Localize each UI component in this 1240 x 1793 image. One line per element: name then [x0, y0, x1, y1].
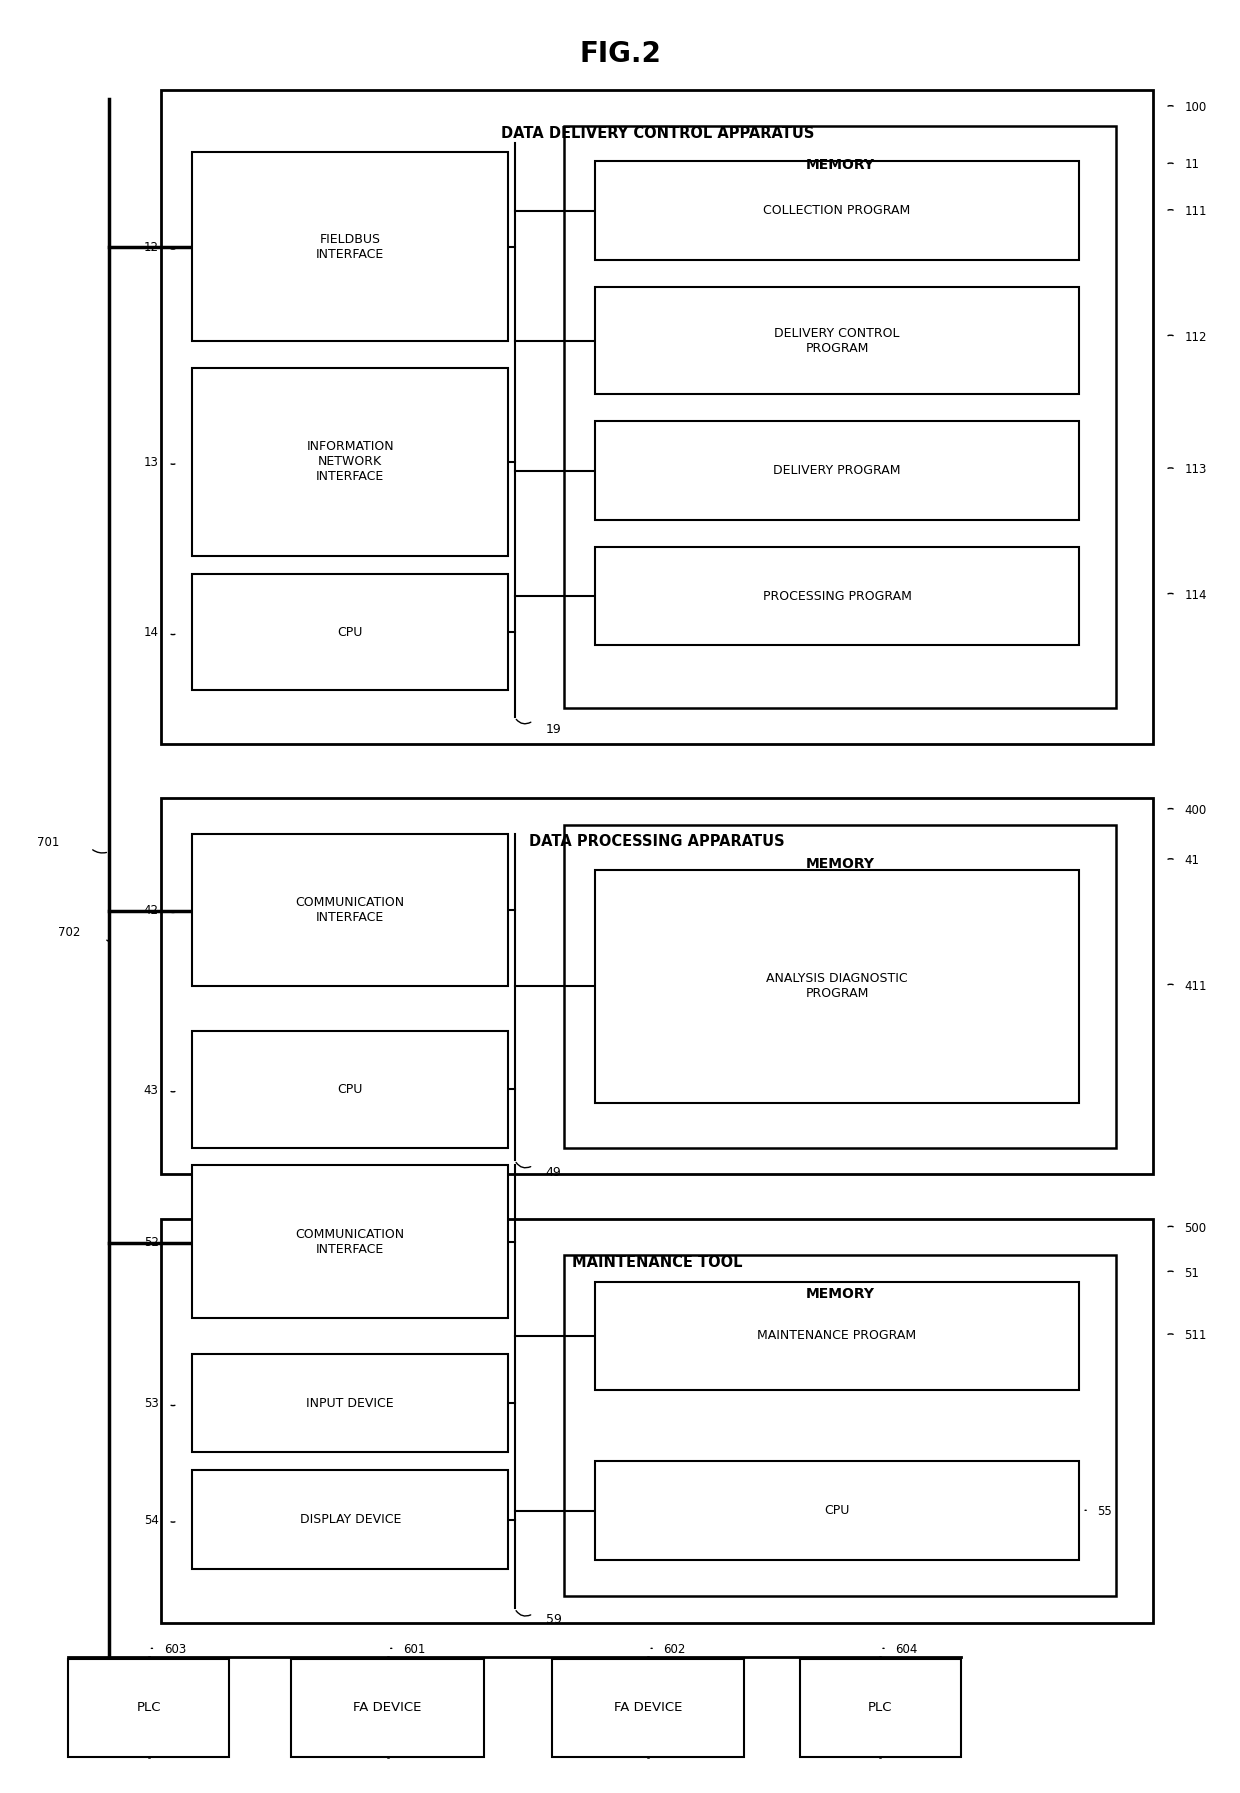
Bar: [192, 1165, 508, 1318]
Text: FIG.2: FIG.2: [579, 39, 661, 68]
Text: 511: 511: [1184, 1329, 1207, 1343]
Text: 400: 400: [1184, 803, 1207, 818]
Bar: [595, 870, 1079, 1103]
Text: FA DEVICE: FA DEVICE: [353, 1702, 422, 1714]
Text: 53: 53: [144, 1397, 159, 1411]
Bar: [161, 90, 1153, 744]
Text: 52: 52: [144, 1235, 159, 1250]
Text: 54: 54: [144, 1513, 159, 1528]
Text: MEMORY: MEMORY: [806, 857, 874, 871]
Text: 114: 114: [1184, 588, 1207, 602]
Text: CPU: CPU: [337, 626, 363, 638]
Text: PLC: PLC: [136, 1702, 161, 1714]
Bar: [161, 1219, 1153, 1623]
Text: 59: 59: [546, 1612, 562, 1626]
Text: 19: 19: [546, 723, 562, 737]
Bar: [595, 1282, 1079, 1390]
Text: DISPLAY DEVICE: DISPLAY DEVICE: [300, 1513, 401, 1526]
Text: PLC: PLC: [868, 1702, 893, 1714]
Text: 43: 43: [144, 1083, 159, 1097]
Text: 701: 701: [37, 836, 60, 850]
Text: INFORMATION
NETWORK
INTERFACE: INFORMATION NETWORK INTERFACE: [306, 441, 394, 482]
Text: 603: 603: [164, 1642, 186, 1657]
Text: 601: 601: [403, 1642, 425, 1657]
Bar: [192, 1031, 508, 1148]
Text: DATA DELIVERY CONTROL APPARATUS: DATA DELIVERY CONTROL APPARATUS: [501, 126, 813, 140]
Bar: [161, 798, 1153, 1174]
Text: MEMORY: MEMORY: [806, 1287, 874, 1302]
Text: 702: 702: [58, 925, 81, 940]
Text: 11: 11: [1184, 158, 1199, 172]
Bar: [595, 547, 1079, 645]
Bar: [564, 825, 1116, 1148]
Text: MEMORY: MEMORY: [806, 158, 874, 172]
Text: MAINTENANCE PROGRAM: MAINTENANCE PROGRAM: [758, 1329, 916, 1343]
Text: 42: 42: [144, 904, 159, 918]
Bar: [564, 126, 1116, 708]
Text: 12: 12: [144, 240, 159, 255]
Text: DELIVERY CONTROL
PROGRAM: DELIVERY CONTROL PROGRAM: [774, 326, 900, 355]
Bar: [595, 287, 1079, 394]
Bar: [192, 1354, 508, 1452]
Text: 113: 113: [1184, 463, 1207, 477]
Bar: [291, 1659, 484, 1757]
Text: COLLECTION PROGRAM: COLLECTION PROGRAM: [764, 204, 910, 217]
Text: COMMUNICATION
INTERFACE: COMMUNICATION INTERFACE: [295, 896, 405, 923]
Text: MAINTENANCE TOOL: MAINTENANCE TOOL: [572, 1255, 743, 1269]
Text: DATA PROCESSING APPARATUS: DATA PROCESSING APPARATUS: [529, 834, 785, 848]
Text: FA DEVICE: FA DEVICE: [614, 1702, 682, 1714]
Bar: [192, 368, 508, 556]
Text: 41: 41: [1184, 853, 1199, 868]
Bar: [595, 1461, 1079, 1560]
Text: 111: 111: [1184, 204, 1207, 219]
Text: 14: 14: [144, 626, 159, 640]
Text: 49: 49: [546, 1165, 562, 1180]
Text: PROCESSING PROGRAM: PROCESSING PROGRAM: [763, 590, 911, 602]
Text: 13: 13: [144, 455, 159, 470]
Text: 604: 604: [895, 1642, 918, 1657]
Text: 51: 51: [1184, 1266, 1199, 1280]
Text: DELIVERY PROGRAM: DELIVERY PROGRAM: [774, 464, 900, 477]
Bar: [552, 1659, 744, 1757]
Text: INPUT DEVICE: INPUT DEVICE: [306, 1397, 394, 1409]
Bar: [800, 1659, 961, 1757]
Text: 55: 55: [1097, 1504, 1112, 1519]
Bar: [192, 1470, 508, 1569]
Text: 112: 112: [1184, 330, 1207, 344]
Bar: [564, 1255, 1116, 1596]
Text: FIELDBUS
INTERFACE: FIELDBUS INTERFACE: [316, 233, 384, 260]
Bar: [595, 421, 1079, 520]
Text: 411: 411: [1184, 979, 1207, 993]
Bar: [192, 574, 508, 690]
Text: 100: 100: [1184, 100, 1207, 115]
Text: 602: 602: [663, 1642, 686, 1657]
Text: CPU: CPU: [825, 1504, 849, 1517]
Bar: [68, 1659, 229, 1757]
Text: ANALYSIS DIAGNOSTIC
PROGRAM: ANALYSIS DIAGNOSTIC PROGRAM: [766, 972, 908, 1000]
Bar: [192, 834, 508, 986]
Text: COMMUNICATION
INTERFACE: COMMUNICATION INTERFACE: [295, 1228, 405, 1255]
Bar: [595, 161, 1079, 260]
Text: CPU: CPU: [337, 1083, 363, 1096]
Text: 500: 500: [1184, 1221, 1207, 1235]
Bar: [192, 152, 508, 341]
